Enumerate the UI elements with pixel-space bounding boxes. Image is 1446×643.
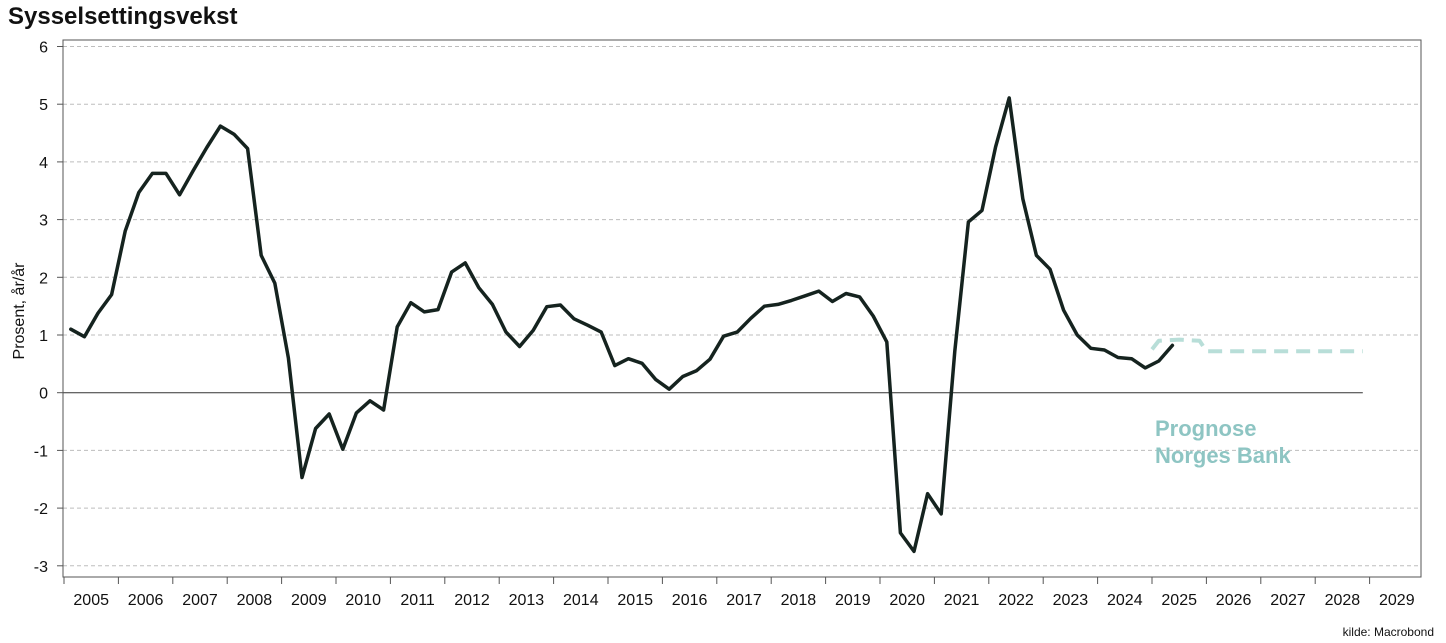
y-tick-label: 6	[39, 40, 48, 57]
y-tick-label: 1	[39, 328, 48, 345]
x-tick-label: 2017	[726, 592, 762, 609]
x-tick-label: 2019	[835, 592, 871, 609]
y-tick-label: 3	[39, 213, 48, 230]
x-tick-label: 2010	[345, 592, 381, 609]
y-tick-label: -2	[34, 501, 48, 518]
x-tick-label: 2006	[128, 592, 164, 609]
y-tick-label: 4	[39, 155, 48, 172]
x-tick-label: 2011	[400, 592, 435, 609]
series-layer	[69, 96, 1363, 554]
x-tick-label: 2014	[563, 592, 599, 609]
y-tick-label: 2	[39, 270, 48, 287]
x-tick-label: 2018	[781, 592, 817, 609]
y-axis-label: Prosent, år/år	[10, 262, 28, 360]
x-tick-label: 2012	[454, 592, 490, 609]
y-tick-label: -1	[34, 443, 48, 460]
x-tick-label: 2021	[944, 592, 980, 609]
x-tick-label: 2026	[1216, 592, 1252, 609]
actual-line	[69, 96, 1175, 554]
plot-frame	[62, 39, 1422, 578]
y-axis: 6 5 4 3 2 1 0 -1 -2 -3	[34, 40, 63, 576]
forecast-line	[1150, 337, 1363, 354]
y-tick-label: 5	[39, 97, 48, 114]
x-tick-label: 2020	[889, 592, 925, 609]
x-tick-label: 2028	[1325, 592, 1361, 609]
forecast-annotation-line2: Norges Bank	[1155, 443, 1291, 468]
forecast-annotation-line1: Prognose	[1155, 416, 1256, 441]
x-tick-label: 2015	[617, 592, 653, 609]
x-tick-label: 2022	[998, 592, 1034, 609]
x-tick-label: 2029	[1379, 592, 1415, 609]
x-axis: 2005 2006 2007 2008 2009 2010 2011 2012 2013 2014…	[63, 577, 1415, 609]
x-tick-label: 2025	[1161, 592, 1197, 609]
y-tick-label: 0	[39, 386, 48, 403]
x-tick-label: 2005	[73, 592, 109, 609]
x-tick-label: 2007	[182, 592, 218, 609]
x-tick-label: 2008	[237, 592, 273, 609]
x-tick-label: 2013	[509, 592, 545, 609]
y-tick-label: -3	[34, 559, 48, 576]
x-tick-label: 2016	[672, 592, 708, 609]
grid-layer	[63, 46, 1421, 567]
x-tick-label: 2009	[291, 592, 327, 609]
x-tick-label: 2023	[1053, 592, 1089, 609]
source-note: kilde: Macrobond	[1342, 625, 1434, 639]
x-tick-label: 2027	[1270, 592, 1306, 609]
x-tick-label: 2024	[1107, 592, 1143, 609]
chart-title: Sysselsettingsvekst	[8, 3, 238, 30]
